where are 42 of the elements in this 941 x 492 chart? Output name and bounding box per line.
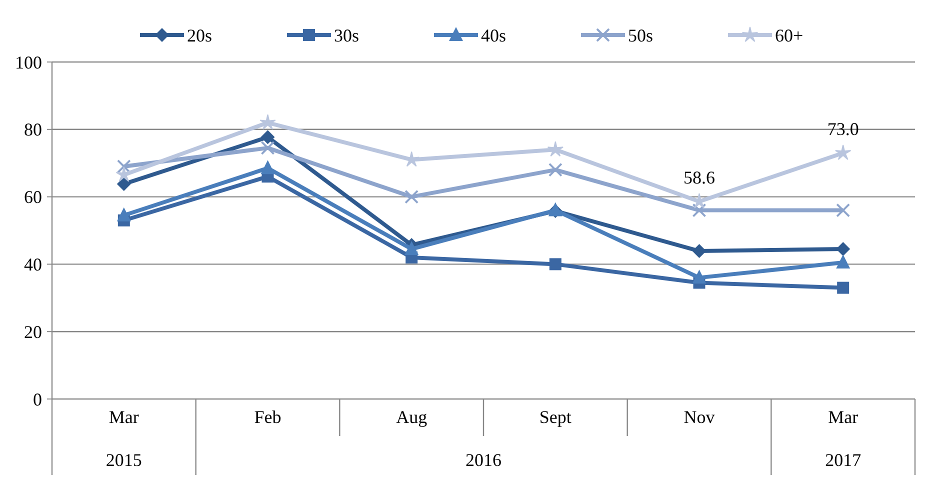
text: 2017 bbox=[825, 450, 862, 470]
point bbox=[548, 162, 562, 177]
legend-label: 20s bbox=[187, 25, 212, 46]
legend-label: 60+ bbox=[775, 25, 804, 46]
y-tick-label: 80 bbox=[24, 120, 42, 140]
point bbox=[549, 258, 562, 270]
y-tick-label: 0 bbox=[33, 389, 42, 410]
point bbox=[116, 207, 131, 222]
y-tick-label: 60 bbox=[24, 187, 42, 208]
point bbox=[834, 144, 852, 160]
y-tick-label: 100 bbox=[15, 52, 42, 72]
legend-label: 30s bbox=[334, 25, 360, 46]
point bbox=[260, 160, 275, 174]
point bbox=[836, 254, 850, 269]
y-tick-label: 20 bbox=[24, 322, 42, 342]
legend-label: 40s bbox=[481, 25, 506, 46]
point bbox=[260, 130, 275, 144]
point bbox=[692, 244, 706, 258]
point bbox=[836, 203, 850, 218]
x-tick-label: Aug bbox=[396, 407, 428, 427]
point bbox=[837, 282, 850, 294]
point bbox=[836, 242, 850, 256]
text: 2016 bbox=[466, 450, 502, 470]
text: 2015 bbox=[106, 450, 142, 470]
point bbox=[404, 241, 419, 256]
x-tick-label: Feb bbox=[254, 407, 282, 427]
point bbox=[404, 190, 419, 204]
x-tick-label: Mar bbox=[828, 407, 858, 427]
point bbox=[116, 159, 131, 174]
x-tick-label: Mar bbox=[108, 407, 139, 427]
point bbox=[692, 270, 706, 284]
x-tick-label: Sept bbox=[539, 407, 572, 427]
data-label: 73.0 bbox=[827, 118, 859, 139]
point bbox=[260, 140, 275, 155]
legend-label: 50s bbox=[628, 25, 654, 46]
x-tick-label: Nov bbox=[684, 407, 715, 427]
point bbox=[260, 114, 276, 130]
data-label: 58.6 bbox=[684, 168, 715, 188]
point bbox=[116, 176, 131, 191]
point bbox=[547, 141, 564, 157]
y-tick-label: 40 bbox=[24, 254, 42, 274]
point bbox=[692, 203, 706, 218]
